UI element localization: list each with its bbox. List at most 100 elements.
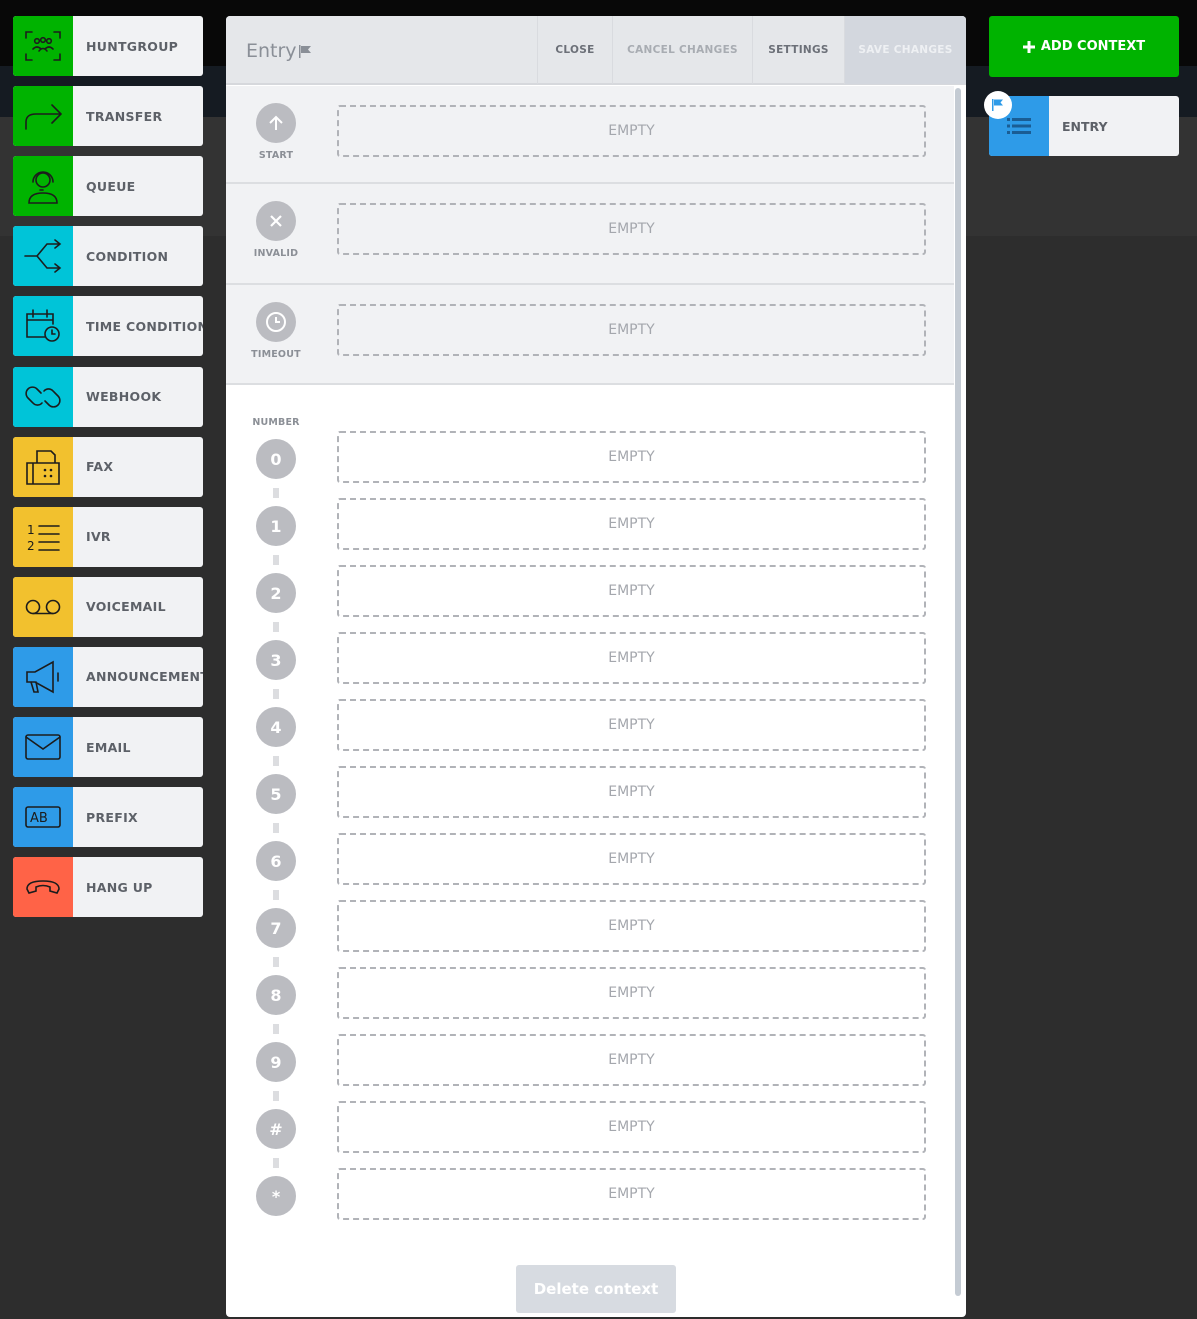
entry-label: ENTRY — [1062, 118, 1108, 134]
key-4-circle: 4 — [256, 707, 296, 747]
plus-icon — [1022, 40, 1035, 53]
huntgroup-icon — [13, 16, 73, 76]
key-7-circle: 7 — [256, 908, 296, 948]
key-8-circle: 8 — [256, 975, 296, 1015]
entry-flag-badge — [984, 91, 1012, 119]
x-icon — [256, 201, 296, 241]
connector-line — [273, 957, 279, 967]
key-6-circle: 6 — [256, 841, 296, 881]
key-drop-slot[interactable]: EMPTY — [337, 967, 926, 1019]
arrow-up-icon — [256, 103, 296, 143]
envelope-icon — [13, 717, 73, 777]
flag-icon — [299, 45, 311, 58]
key-9-circle: 9 — [256, 1042, 296, 1082]
tool-label: IVR — [86, 529, 111, 545]
tool-prefix[interactable]: AB PREFIX — [13, 787, 203, 848]
section-invalid: INVALID EMPTY — [226, 184, 954, 285]
add-context-label: ADD CONTEXT — [1040, 39, 1146, 54]
modal-header: Entry CLOSE CANCEL CHANGES SETTINGS SAVE… — [226, 16, 966, 85]
connector-line — [273, 689, 279, 699]
key-drop-slot[interactable]: EMPTY — [337, 766, 926, 818]
key-1-circle: 1 — [256, 506, 296, 546]
drop-slot[interactable]: EMPTY — [337, 203, 926, 255]
key-0-circle: 0 — [256, 439, 296, 479]
tool-announcement[interactable]: ANNOUNCEMENT — [13, 646, 203, 707]
transfer-arrow-icon — [13, 86, 73, 147]
section-label: INVALID — [253, 248, 299, 259]
number-label: NUMBER — [252, 417, 300, 428]
key-drop-slot[interactable]: EMPTY — [337, 498, 926, 550]
section-timeout: TIMEOUT EMPTY — [226, 285, 954, 385]
key-drop-slot[interactable]: EMPTY — [337, 1101, 926, 1153]
cancel-changes-button[interactable]: CANCEL CHANGES — [612, 16, 752, 84]
fax-icon — [13, 436, 73, 497]
tool-huntgroup[interactable]: HUNTGROUP — [13, 16, 203, 76]
megaphone-icon — [13, 646, 73, 707]
tool-webhook[interactable]: WEBHOOK — [13, 366, 203, 427]
connector-line — [273, 890, 279, 900]
key-drop-slot[interactable]: EMPTY — [337, 833, 926, 885]
headset-agent-icon — [13, 156, 73, 217]
tool-condition[interactable]: CONDITION — [13, 226, 203, 287]
svg-text:2: 2 — [27, 539, 35, 552]
section-start: START EMPTY — [226, 86, 954, 184]
tool-label: TIME CONDITION — [86, 318, 203, 334]
connector-line — [273, 1024, 279, 1034]
tool-transfer[interactable]: TRANSFER — [13, 86, 203, 147]
key-2-circle: 2 — [256, 573, 296, 613]
link-icon — [13, 366, 73, 427]
tool-time-condition[interactable]: TIME CONDITION — [13, 296, 203, 357]
connector-line — [273, 555, 279, 565]
tool-label: EMAIL — [86, 739, 131, 755]
key-drop-slot[interactable]: EMPTY — [337, 632, 926, 684]
svg-text:AB: AB — [30, 811, 48, 826]
connector-line — [273, 756, 279, 766]
tool-label: CONDITION — [86, 248, 169, 264]
connector-line — [273, 823, 279, 833]
drop-slot[interactable]: EMPTY — [337, 304, 926, 356]
key-drop-slot[interactable]: EMPTY — [337, 565, 926, 617]
key-3-circle: 3 — [256, 640, 296, 680]
tool-label: HANG UP — [86, 879, 153, 895]
branch-icon — [13, 226, 73, 287]
ab-prefix-icon: AB — [13, 787, 73, 848]
tool-voicemail[interactable]: VOICEMAIL — [13, 576, 203, 637]
hangup-phone-icon — [13, 857, 73, 918]
tool-email[interactable]: EMAIL — [13, 717, 203, 777]
section-label: TIMEOUT — [251, 349, 301, 360]
tool-ivr[interactable]: 1 2 IVR — [13, 506, 203, 567]
key-#-circle: # — [256, 1109, 296, 1149]
close-button[interactable]: CLOSE — [537, 16, 612, 84]
key-drop-slot[interactable]: EMPTY — [337, 900, 926, 952]
key-drop-slot[interactable]: EMPTY — [337, 431, 926, 483]
entry-context-card[interactable]: ENTRY — [989, 96, 1179, 156]
calendar-clock-icon — [13, 296, 73, 357]
key-drop-slot[interactable]: EMPTY — [337, 1034, 926, 1086]
tool-label: WEBHOOK — [86, 389, 162, 404]
flag-icon — [992, 99, 1003, 111]
drop-slot[interactable]: EMPTY — [337, 105, 926, 157]
scrollbar[interactable] — [955, 88, 961, 1296]
save-changes-button[interactable]: SAVE CHANGES — [844, 16, 966, 84]
tool-queue[interactable]: QUEUE — [13, 156, 203, 217]
key-drop-slot[interactable]: EMPTY — [337, 1168, 926, 1220]
section-label: START — [258, 150, 294, 161]
tool-label: TRANSFER — [86, 108, 163, 124]
tool-fax[interactable]: FAX — [13, 436, 203, 497]
add-context-button[interactable]: ADD CONTEXT — [989, 16, 1179, 77]
connector-line — [273, 622, 279, 632]
tool-label: ANNOUNCEMENT — [86, 669, 203, 685]
clock-icon — [256, 302, 296, 342]
context-editor-modal: Entry CLOSE CANCEL CHANGES SETTINGS SAVE… — [226, 16, 966, 1317]
key-5-circle: 5 — [256, 774, 296, 814]
key-drop-slot[interactable]: EMPTY — [337, 699, 926, 751]
tool-hang-up[interactable]: HANG UP — [13, 857, 203, 918]
delete-context-button[interactable]: Delete context — [516, 1265, 676, 1313]
settings-button[interactable]: SETTINGS — [752, 16, 844, 84]
voicemail-icon — [13, 576, 73, 637]
key-*-circle: * — [256, 1176, 296, 1216]
tool-label: VOICEMAIL — [86, 599, 166, 615]
tool-label: FAX — [86, 459, 114, 475]
connector-line — [273, 488, 279, 498]
tool-label: PREFIX — [86, 809, 138, 825]
